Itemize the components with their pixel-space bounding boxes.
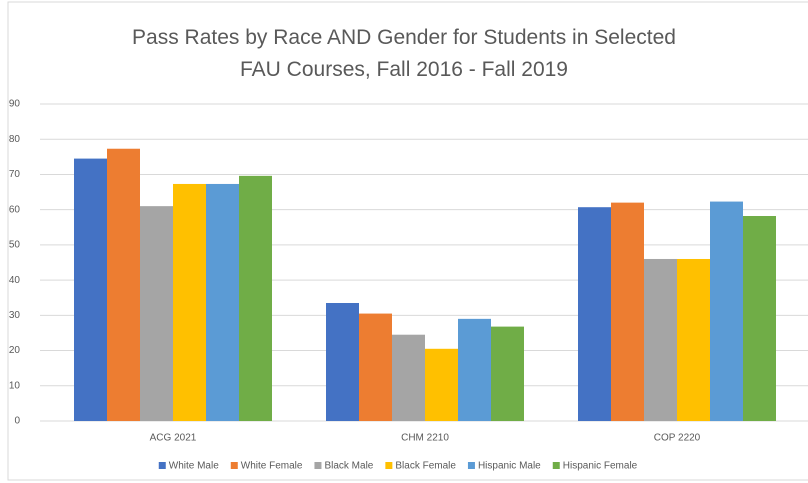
legend-swatch (158, 462, 166, 469)
y-tick-label: 70 (9, 169, 21, 180)
bar (425, 348, 458, 421)
bar (578, 207, 611, 421)
x-tick-label: ACG 2021 (150, 433, 197, 444)
bar (74, 158, 107, 421)
bar (710, 201, 743, 421)
bar (392, 334, 425, 421)
bar (677, 258, 710, 421)
legend-label: Black Male (324, 461, 373, 472)
legend-swatch (552, 462, 560, 469)
y-tick-label: 40 (9, 275, 21, 286)
bar (206, 183, 239, 421)
bar (239, 175, 272, 421)
x-tick-label: CHM 2210 (401, 433, 449, 444)
y-tick-label: 80 (9, 134, 21, 145)
bar (107, 148, 140, 421)
legend-label: White Female (241, 461, 303, 472)
legend-swatch (314, 462, 322, 469)
y-tick-label: 10 (9, 380, 21, 391)
y-tick-label: 30 (9, 310, 21, 321)
legend-label: Hispanic Female (563, 461, 638, 472)
legend-label: Hispanic Male (478, 461, 541, 472)
y-tick-label: 20 (9, 345, 21, 356)
y-tick-label: 50 (9, 240, 21, 251)
legend-label: White Male (169, 461, 219, 472)
bar (611, 202, 644, 421)
bar (491, 326, 524, 421)
legend-label: Black Female (395, 461, 456, 472)
bar (644, 258, 677, 421)
y-tick-label: 60 (9, 204, 21, 215)
legend-swatch (467, 462, 475, 469)
y-tick-label: 0 (14, 416, 20, 427)
legend-swatch (385, 462, 393, 469)
bar (458, 318, 491, 421)
x-tick-label: COP 2220 (654, 433, 701, 444)
bar (326, 303, 359, 421)
bar (140, 206, 173, 421)
bar (359, 313, 392, 421)
chart-title: Pass Rates by Race AND Gender for Studen… (132, 26, 676, 81)
y-tick-label: 90 (9, 99, 21, 110)
bar (743, 216, 776, 421)
legend-swatch (230, 462, 238, 469)
bar (173, 183, 206, 421)
